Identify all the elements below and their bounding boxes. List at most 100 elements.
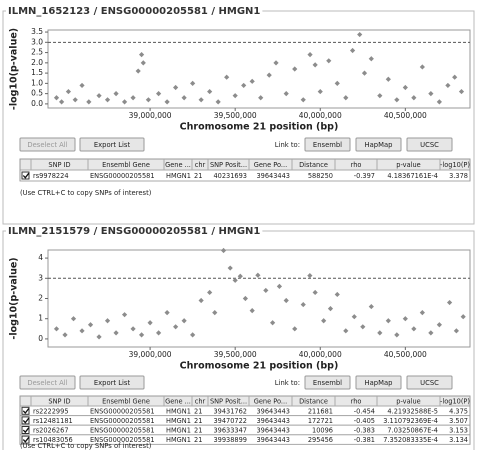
column-header: p-value (396, 398, 420, 406)
button-label[interactable]: Export List (94, 379, 131, 387)
table-cell: 211681 (308, 407, 333, 415)
table-cell: 3.134 (449, 436, 468, 444)
button-label[interactable]: HapMap (365, 379, 393, 387)
point (326, 58, 332, 64)
point (215, 99, 221, 105)
checkbox[interactable] (21, 435, 30, 444)
y-tick-label: 0.5 (31, 89, 43, 98)
column-header: chr (195, 398, 206, 406)
checkmark (22, 408, 30, 415)
table-cell: 3.507 (449, 417, 468, 425)
table-cell: 39643443 (256, 436, 290, 444)
table-cell: 39643443 (256, 407, 290, 415)
checkbox[interactable] (21, 426, 30, 434)
button[interactable] (355, 375, 402, 390)
point (130, 326, 136, 332)
point (312, 289, 318, 296)
point (242, 295, 248, 302)
column-header: SNP Posit... (210, 398, 247, 406)
button[interactable] (406, 375, 453, 390)
button-label[interactable]: UCSC (420, 379, 439, 387)
table-cell: 39643443 (256, 417, 290, 425)
table-cell: HMGN1 (166, 172, 191, 180)
button-label[interactable]: Deselect All (27, 141, 67, 149)
point (138, 332, 145, 338)
column-header: SNP ID (48, 398, 70, 406)
point (321, 318, 327, 324)
checkbox[interactable] (21, 406, 30, 415)
button[interactable] (79, 137, 145, 152)
table-cell: 39643443 (256, 427, 290, 435)
table-cell: HMGN1 (166, 427, 191, 435)
button-label[interactable]: UCSC (420, 141, 439, 149)
point (241, 82, 247, 89)
point (411, 95, 417, 101)
y-axis-label: -log10(p-value) (9, 257, 20, 339)
button-label[interactable]: Export List (94, 141, 131, 149)
point (59, 99, 65, 105)
point (334, 80, 340, 86)
column-header: rho (351, 161, 362, 169)
point (145, 97, 151, 103)
column-header: Distance (299, 161, 328, 169)
point (173, 324, 179, 330)
button-label[interactable]: Ensembl (313, 379, 342, 387)
point (349, 47, 356, 54)
point (227, 265, 233, 271)
point (351, 314, 357, 320)
point (207, 289, 213, 296)
button[interactable] (304, 137, 351, 152)
table-cell: 39431762 (213, 407, 247, 415)
point (394, 332, 400, 338)
point (402, 316, 408, 322)
button-label[interactable]: Deselect All (27, 379, 67, 387)
table-cell: 3.153 (449, 427, 468, 435)
button[interactable] (19, 375, 76, 390)
point (249, 308, 255, 314)
hint-note: (Use CTRL+C to copy SNPs of interest) (20, 189, 152, 197)
button-label[interactable]: Ensembl (313, 141, 342, 149)
column-header: Ensembl Gene (102, 398, 150, 406)
point (453, 328, 459, 334)
point (79, 82, 85, 89)
table-cell: 39470722 (213, 417, 247, 425)
point (292, 326, 298, 332)
table-cell: 21 (194, 436, 202, 444)
point (156, 330, 162, 336)
point (104, 97, 111, 103)
column-header: Gene Po... (254, 398, 287, 406)
button[interactable] (355, 137, 402, 152)
table-cell: rs10483056 (33, 436, 73, 444)
point (181, 318, 187, 324)
table-cell: 3.110792369E-4 (383, 417, 438, 425)
checkbox[interactable] (21, 416, 30, 425)
point (104, 318, 111, 324)
table-cell: -0.381 (354, 436, 375, 444)
table-cell: ENSG00000205581 (90, 407, 155, 415)
panel-title: ILMN_1652123 / ENSG00000205581 / HMGN1 (8, 6, 260, 17)
column-header: rho (351, 398, 362, 406)
point (436, 99, 442, 105)
point (72, 97, 78, 103)
y-tick-label: 3 (38, 273, 43, 282)
point (87, 322, 94, 328)
y-tick-label: 1.0 (31, 78, 43, 87)
point (419, 310, 425, 316)
button-label[interactable]: HapMap (365, 141, 393, 149)
button[interactable] (79, 375, 145, 390)
table-cell: 21 (194, 417, 202, 425)
point (258, 95, 264, 101)
point (452, 74, 458, 80)
table-cell: ENSG00000205581 (90, 436, 155, 444)
point (273, 60, 279, 66)
table-cell: 39643443 (256, 172, 290, 180)
checkbox[interactable] (21, 171, 30, 180)
table-cell: -0.405 (354, 417, 375, 425)
point (212, 310, 218, 316)
button[interactable] (304, 375, 351, 390)
button[interactable] (406, 137, 453, 152)
point (394, 97, 400, 103)
button[interactable] (19, 137, 76, 152)
table-cell: -0.397 (354, 172, 375, 180)
